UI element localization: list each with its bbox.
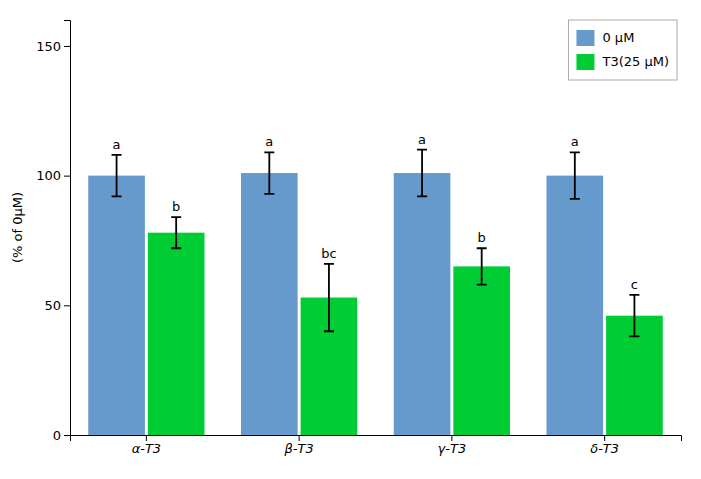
tick-label: γ-T3 — [438, 441, 467, 456]
annotation: a — [113, 137, 121, 152]
legend: 0 μM T3(25 μM) — [568, 20, 677, 80]
annotations: aaaabbcbc — [113, 132, 638, 292]
error-bar — [417, 150, 427, 197]
bar — [547, 176, 604, 435]
x-axis: α-T3 β-T3 γ-T3 δ-T3 — [71, 435, 682, 456]
tick-line — [604, 435, 605, 441]
tick-line — [299, 435, 300, 441]
bar — [241, 173, 298, 435]
chart: aaaabbcbc050100150α-T3β-T3γ-T3δ-T30 μMT3… — [0, 0, 701, 479]
tick: δ-T3 — [590, 435, 619, 456]
series — [148, 233, 663, 435]
tick: 0 — [53, 428, 70, 443]
annotation: c — [631, 277, 638, 292]
tick: α-T3 — [132, 435, 161, 456]
error-bars — [112, 150, 580, 199]
tick-label: 100 — [36, 168, 61, 183]
legend-swatch — [576, 30, 594, 46]
tick-line — [146, 435, 147, 441]
tick: 150 — [36, 39, 70, 54]
tick-line — [64, 435, 70, 436]
plot: aaaabbcbc050100150α-T3β-T3γ-T3δ-T30 μMT3… — [36, 20, 681, 456]
bar — [88, 176, 145, 435]
tick-label: δ-T3 — [590, 441, 619, 456]
axis-line — [71, 436, 682, 442]
legend-frame — [568, 20, 677, 80]
error-bar — [171, 217, 181, 248]
annotation: a — [571, 134, 579, 149]
tick-label: 50 — [44, 298, 61, 313]
bar — [148, 233, 205, 435]
annotation: a — [265, 134, 273, 149]
tick-line — [451, 435, 452, 441]
tick-line — [64, 305, 70, 306]
axis-line — [64, 21, 71, 436]
legend-item: T3(25 μM) — [576, 54, 669, 71]
error-bar — [477, 248, 487, 284]
legend-label: 0 μM — [602, 30, 634, 45]
error-bar — [112, 155, 122, 197]
error-bar — [629, 295, 639, 337]
tick-line — [64, 46, 70, 47]
tick-label: 0 — [53, 428, 61, 443]
tick-label: 150 — [36, 39, 61, 54]
tick-label: α-T3 — [132, 441, 161, 456]
tick: 50 — [44, 298, 70, 313]
bar — [453, 266, 510, 435]
y-axis-label: (% of 0μM) — [10, 192, 25, 263]
bar — [394, 173, 451, 435]
annotation: b — [172, 199, 180, 214]
annotation: bc — [321, 246, 336, 261]
legend-swatch — [576, 54, 594, 70]
series — [88, 173, 603, 435]
legend-item: 0 μM — [576, 30, 634, 47]
y-axis: 0 50 100 150 — [36, 21, 70, 443]
tick-label: β-T3 — [284, 441, 314, 456]
error-bars — [171, 217, 639, 336]
tick: γ-T3 — [438, 435, 467, 456]
error-bar — [264, 152, 274, 194]
error-bar — [324, 264, 334, 331]
tick: β-T3 — [284, 435, 314, 456]
annotation: b — [478, 230, 486, 245]
error-bar — [570, 152, 580, 199]
legend-label: T3(25 μM) — [601, 54, 669, 69]
marks — [88, 150, 662, 435]
tick: 100 — [36, 168, 70, 183]
tick-line — [64, 176, 70, 177]
annotation: a — [418, 132, 426, 147]
